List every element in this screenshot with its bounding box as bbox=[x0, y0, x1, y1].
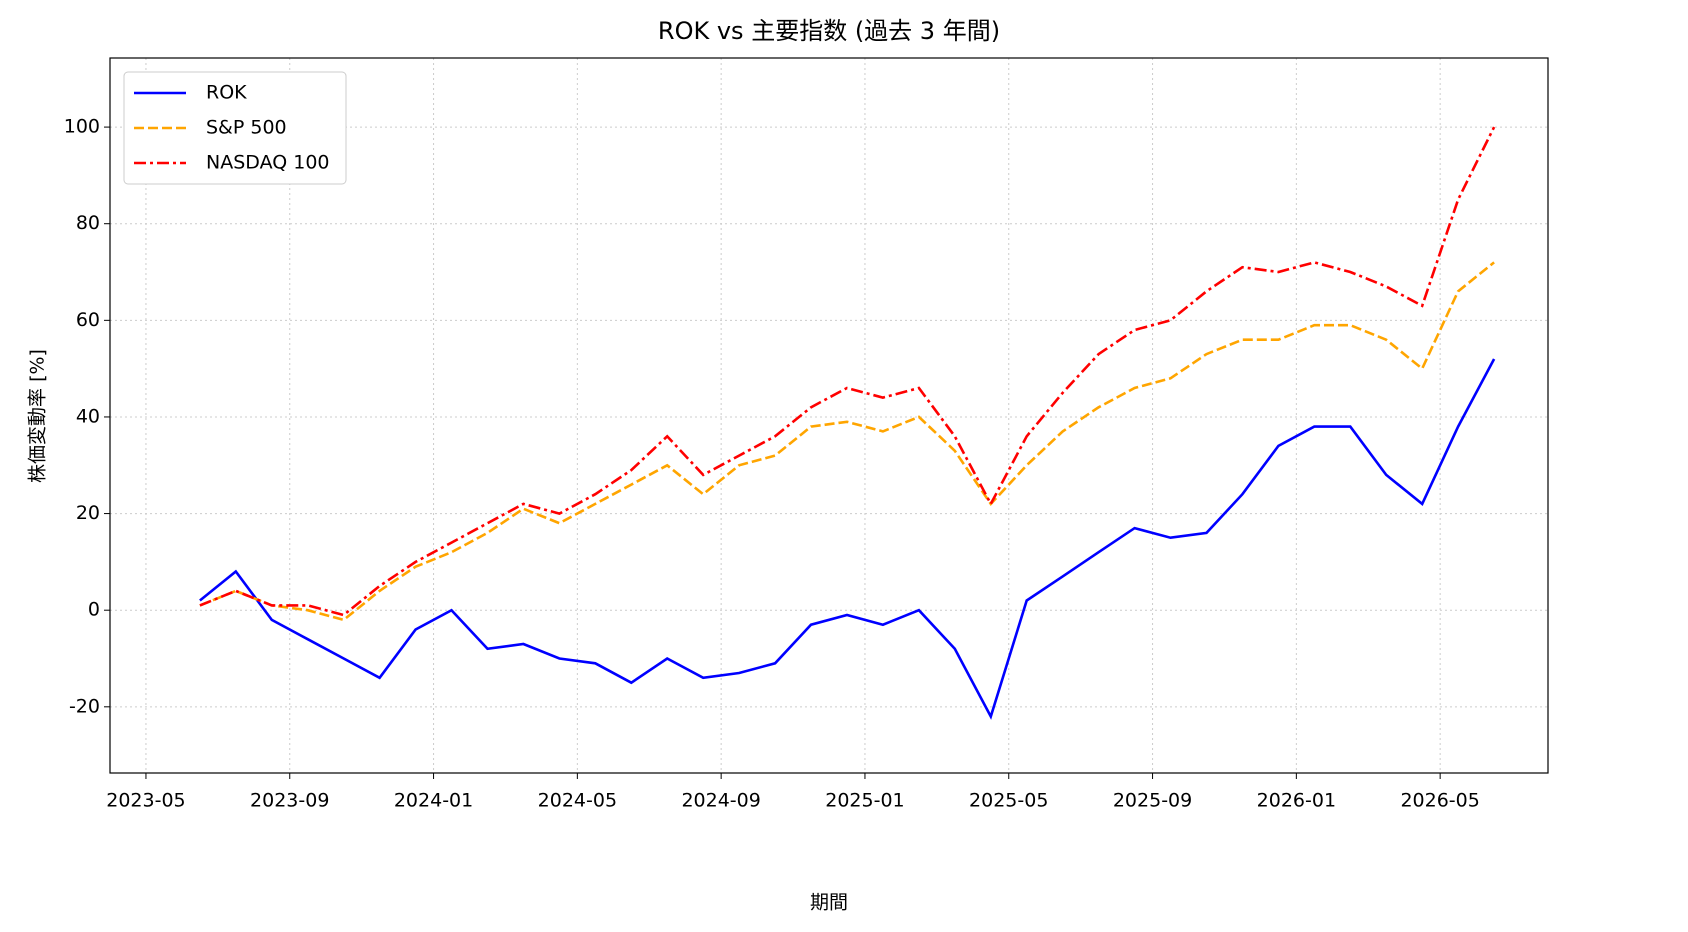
y-tick-label: 80 bbox=[76, 212, 100, 234]
y-tick-label: -20 bbox=[69, 695, 100, 717]
legend-label: NASDAQ 100 bbox=[206, 152, 330, 174]
legend-box bbox=[123, 71, 347, 185]
series-line bbox=[199, 261, 1495, 622]
x-tick-label: 2025-05 bbox=[969, 790, 1048, 812]
series-line bbox=[199, 358, 1496, 720]
y-tick-label: 100 bbox=[64, 116, 100, 138]
legend-label: S&P 500 bbox=[206, 117, 287, 139]
y-tick-label: 0 bbox=[88, 599, 100, 621]
x-tick-label: 2023-05 bbox=[106, 790, 185, 812]
legend: ROK S&P 500 NASDAQ 100 bbox=[123, 71, 347, 185]
x-tick-label: 2024-01 bbox=[394, 790, 473, 812]
x-tick-label: 2024-09 bbox=[681, 790, 760, 812]
x-tick-label: 2023-09 bbox=[250, 790, 329, 812]
x-tick-label: 2025-01 bbox=[825, 790, 904, 812]
plot-frame bbox=[109, 57, 1549, 774]
y-tick-label: 40 bbox=[76, 405, 100, 427]
legend-label: ROK bbox=[206, 82, 247, 104]
x-tick-label: 2024-05 bbox=[538, 790, 617, 812]
x-tick-label: 2026-05 bbox=[1400, 790, 1479, 812]
y-axis-label: 株価変動率 [%] bbox=[27, 349, 49, 483]
series-line bbox=[199, 126, 1496, 617]
chart-title: ROK vs 主要指数 (過去 3 年間) bbox=[658, 17, 1000, 45]
y-tick-label: 20 bbox=[76, 502, 100, 524]
x-tick-label: 2025-09 bbox=[1113, 790, 1192, 812]
x-axis-label: 期間 bbox=[810, 892, 848, 914]
x-tick-label: 2026-01 bbox=[1257, 790, 1336, 812]
y-tick-label: 60 bbox=[76, 309, 100, 331]
